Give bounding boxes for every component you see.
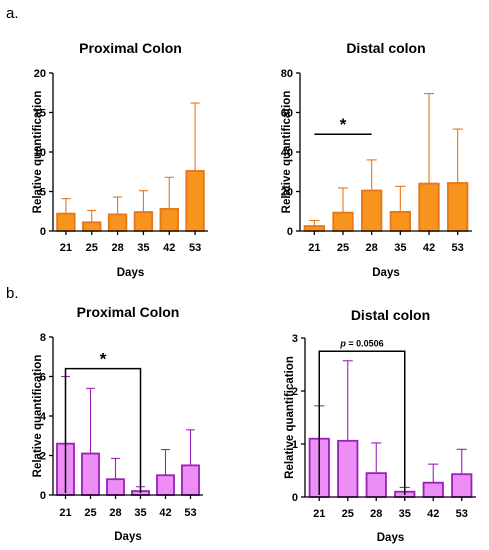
bar-day-28	[365, 472, 387, 498]
x-tick-label: 21	[308, 242, 320, 254]
y-tick-label: 15	[34, 108, 46, 120]
significance-bracket	[64, 367, 142, 493]
bar-day-42	[422, 481, 444, 498]
y-tick-label: 3	[292, 333, 298, 345]
bar-day-21	[56, 212, 76, 232]
y-tick-label: 0	[40, 490, 46, 502]
x-tick-label: 21	[60, 242, 72, 254]
chart-proximal-colon-a: Proximal Colon Relative quantification Day…	[32, 40, 208, 279]
x-tick-label: 35	[134, 507, 146, 519]
x-axis-label: Days	[117, 267, 145, 279]
panel-letter-a: a.	[6, 5, 19, 22]
bar-day-42	[418, 182, 440, 232]
y-axis-label: Relative quantification	[32, 91, 44, 214]
x-tick-label: 21	[313, 508, 325, 520]
bar-day-25	[82, 221, 102, 232]
bar-day-28	[107, 213, 128, 232]
y-tick-label: 20	[281, 187, 293, 199]
x-tick-label: 25	[337, 242, 349, 254]
significance-label: *	[100, 350, 107, 369]
y-tick-label: 0	[292, 492, 298, 504]
y-axis-label: Relative quantification	[284, 356, 296, 479]
y-tick-label: 2	[292, 386, 298, 398]
y-tick-label: 40	[281, 147, 293, 159]
y-tick-label: 0	[287, 226, 293, 238]
y-tick-label: 20	[34, 68, 46, 80]
significance-label: *	[340, 115, 347, 134]
chart-title: Distal colon	[346, 40, 425, 56]
bar-day-42	[159, 207, 179, 232]
y-tick-label: 5	[40, 187, 46, 199]
x-tick-label: 35	[137, 242, 149, 254]
x-tick-label: 53	[189, 242, 201, 254]
x-tick-label: 21	[59, 507, 71, 519]
chart-title: Proximal Colon	[79, 40, 182, 56]
bar-day-21	[303, 225, 325, 232]
x-tick-label: 25	[86, 242, 98, 254]
bar-day-25	[81, 452, 100, 496]
bar-day-35	[389, 210, 411, 232]
x-tick-label: 28	[366, 242, 378, 254]
chart-distal-colon-b: Distal colon Relative quantification Days 0…	[284, 307, 476, 544]
bar-day-53	[185, 170, 205, 232]
x-tick-label: 35	[399, 508, 411, 520]
chart-distal-colon-a: Distal colon Relative quantification Days 0…	[281, 40, 472, 279]
y-tick-label: 1	[292, 439, 298, 451]
y-tick-label: 10	[34, 147, 46, 159]
bar-day-25	[337, 439, 359, 498]
panel-letter-b: b.	[6, 285, 19, 302]
bar-day-53	[181, 464, 200, 496]
y-tick-label: 4	[40, 411, 47, 423]
chart-proximal-colon-b: Proximal Colon Relative quantification Day…	[32, 304, 203, 543]
bar-day-35	[133, 211, 154, 232]
y-axis-label: Relative quantification	[281, 91, 293, 214]
x-axis-label: Days	[114, 531, 142, 543]
x-tick-label: 25	[342, 508, 354, 520]
y-tick-label: 6	[40, 372, 46, 384]
chart-title: Distal colon	[351, 307, 430, 323]
x-tick-label: 42	[163, 242, 175, 254]
bar-day-53	[447, 182, 469, 232]
x-tick-label: 25	[84, 507, 96, 519]
x-tick-label: 28	[111, 242, 123, 254]
bar-day-28	[106, 478, 125, 496]
y-tick-label: 8	[40, 332, 46, 344]
x-tick-label: 42	[159, 507, 171, 519]
x-tick-label: 28	[370, 508, 382, 520]
bar-day-42	[156, 474, 175, 496]
bar-day-53	[451, 473, 473, 498]
x-tick-label: 53	[456, 508, 468, 520]
y-axis-label: Relative quantification	[32, 355, 44, 478]
x-axis-label: Days	[377, 532, 405, 544]
y-tick-label: 2	[40, 451, 46, 463]
x-axis-label: Days	[372, 267, 400, 279]
x-tick-label: 35	[394, 242, 406, 254]
x-tick-label: 28	[109, 507, 121, 519]
y-tick-label: 60	[281, 108, 293, 120]
bar-day-25	[332, 211, 354, 232]
y-tick-label: 80	[281, 68, 293, 80]
x-tick-label: 53	[452, 242, 464, 254]
chart-title: Proximal Colon	[77, 304, 180, 320]
significance-label: p = 0.0506	[339, 338, 383, 348]
bar-day-28	[361, 189, 383, 232]
significance-bracket	[318, 350, 406, 495]
x-tick-label: 42	[423, 242, 435, 254]
x-tick-label: 42	[427, 508, 439, 520]
x-tick-label: 53	[184, 507, 196, 519]
y-tick-label: 0	[40, 226, 46, 238]
